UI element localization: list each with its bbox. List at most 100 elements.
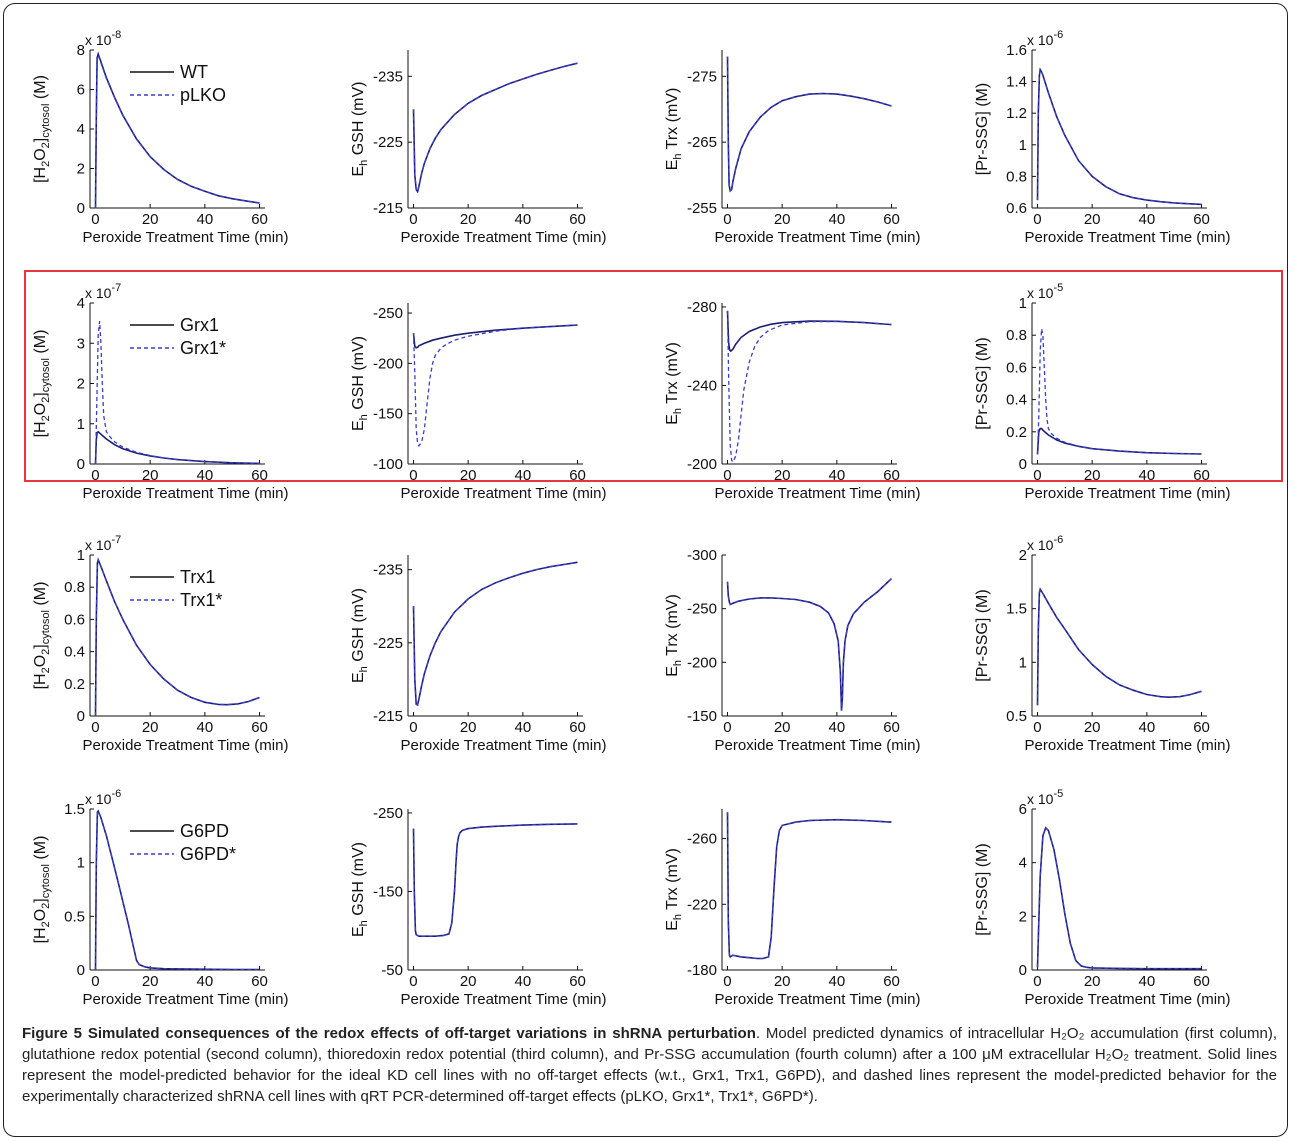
x-axis-label: Peroxide Treatment Time (min) bbox=[401, 485, 607, 502]
y-tick-label: 1 bbox=[77, 416, 85, 433]
x-axis-label: Peroxide Treatment Time (min) bbox=[715, 229, 921, 246]
y-axis-label: Eh Trx (mV) bbox=[664, 342, 684, 425]
legend-label: G6PD* bbox=[180, 844, 236, 864]
y-tick-label: 1 bbox=[77, 855, 85, 872]
x-tick-label: 20 bbox=[142, 211, 159, 228]
y-axis-label: [H2O2]cytosol (M) bbox=[32, 75, 52, 183]
figure-caption: Figure 5 Simulated consequences of the r… bbox=[22, 1023, 1277, 1107]
axis-exponent: x 10-6 bbox=[1027, 534, 1063, 553]
y-axis-label-part: E bbox=[350, 420, 367, 431]
y-axis-label-part: GSH (mV) bbox=[350, 588, 367, 666]
y-tick-label: 8 bbox=[77, 42, 85, 59]
y-axis-label: Eh GSH (mV) bbox=[350, 842, 370, 937]
series-line-solid bbox=[412, 561, 578, 707]
x-tick-label: 0 bbox=[91, 467, 99, 484]
y-axis-label-part: O bbox=[32, 909, 49, 921]
x-tick-label: 0 bbox=[1033, 211, 1041, 228]
y-tick-label: -255 bbox=[687, 200, 717, 217]
x-tick-label: 20 bbox=[460, 719, 477, 736]
y-axis-label-part: 2 bbox=[40, 142, 52, 148]
x-tick-label: 0 bbox=[1033, 467, 1041, 484]
y-axis-label-part: [Pr-SSG] (M) bbox=[974, 843, 991, 935]
y-tick-label: -250 bbox=[373, 805, 403, 822]
series-line-dashed bbox=[412, 324, 578, 448]
y-axis-label: Eh Trx (mV) bbox=[664, 594, 684, 677]
y-tick-label: 1.6 bbox=[1006, 42, 1027, 59]
series-line-solid bbox=[94, 51, 260, 208]
y-axis-label-part: GSH (mV) bbox=[350, 336, 367, 414]
x-tick-label: 40 bbox=[515, 467, 532, 484]
x-tick-label: 40 bbox=[1139, 211, 1156, 228]
series-line-dashed bbox=[726, 578, 892, 711]
legend-label: Trx1 bbox=[180, 567, 215, 587]
y-axis-label-part: 2 bbox=[40, 649, 52, 655]
chart-panel: 0 20 40 60 0 2 4 6 8x 10-8 Peroxide Treatment Tim… bbox=[32, 29, 288, 246]
axis-exponent: x 10-8 bbox=[85, 29, 121, 48]
x-axis-label: Peroxide Treatment Time (min) bbox=[401, 229, 607, 246]
y-axis-label-part: [H bbox=[32, 167, 49, 183]
y-axis-label-part: cytosol bbox=[40, 864, 52, 898]
x-axis-label: Peroxide Treatment Time (min) bbox=[715, 737, 921, 754]
x-tick-label: 60 bbox=[251, 719, 268, 736]
y-axis-label-part: ] bbox=[32, 898, 49, 902]
y-tick-label: 0.8 bbox=[1006, 168, 1027, 185]
exponent-base: x 10 bbox=[85, 285, 112, 301]
y-axis-label-part: E bbox=[664, 414, 681, 425]
series-line-dashed bbox=[412, 823, 578, 937]
x-tick-label: 60 bbox=[883, 719, 900, 736]
exponent-power: -7 bbox=[111, 534, 121, 546]
y-axis-label-part: GSH (mV) bbox=[350, 81, 367, 159]
highlighted-row-box bbox=[24, 270, 1283, 482]
y-axis-label: Eh GSH (mV) bbox=[350, 81, 370, 176]
axis-exponent: x 10-7 bbox=[85, 534, 121, 553]
y-axis-label: Eh Trx (mV) bbox=[664, 88, 684, 171]
y-tick-label: -180 bbox=[687, 962, 717, 979]
x-axis-label: Peroxide Treatment Time (min) bbox=[715, 991, 921, 1008]
exponent-base: x 10 bbox=[85, 32, 112, 48]
chart-panel: 0 20 40 60 -260 -220 -180 Peroxide Treatment Ti… bbox=[664, 809, 920, 1008]
y-axis-label-part: [Pr-SSG] (M) bbox=[974, 337, 991, 429]
y-axis-label: Eh Trx (mV) bbox=[664, 848, 684, 931]
series-line-dashed bbox=[1036, 826, 1202, 970]
y-axis-label-part: h bbox=[358, 414, 370, 420]
y-axis-label-part: [Pr-SSG] (M) bbox=[974, 589, 991, 681]
x-tick-label: 40 bbox=[515, 973, 532, 990]
chart-panel: 0 20 40 60 -275 -265 -255 Peroxide Treatment Ti… bbox=[664, 50, 920, 246]
series-line-dashed bbox=[94, 52, 260, 208]
y-axis-label-part: h bbox=[672, 914, 684, 920]
y-tick-label: 0 bbox=[1019, 962, 1027, 979]
x-axis-label: Peroxide Treatment Time (min) bbox=[83, 737, 289, 754]
x-tick-label: 40 bbox=[829, 719, 846, 736]
x-tick-label: 0 bbox=[1033, 973, 1041, 990]
x-axis-label: Peroxide Treatment Time (min) bbox=[1025, 991, 1231, 1008]
exponent-base: x 10 bbox=[1027, 537, 1054, 553]
y-axis-label-part: cytosol bbox=[40, 104, 52, 138]
axis-exponent: x 10-7 bbox=[85, 282, 121, 301]
y-tick-label: 1.4 bbox=[1006, 74, 1027, 91]
exponent-base: x 10 bbox=[1027, 32, 1054, 48]
y-tick-label: -300 bbox=[687, 547, 717, 564]
y-axis-label-part: E bbox=[350, 926, 367, 937]
x-tick-label: 40 bbox=[1139, 973, 1156, 990]
y-axis-label-part: [H bbox=[32, 421, 49, 437]
y-axis-label-part: 2 bbox=[40, 667, 52, 673]
x-tick-label: 0 bbox=[409, 467, 417, 484]
y-axis-label: [H2O2]cytosol (M) bbox=[32, 582, 52, 690]
series-line-solid bbox=[412, 324, 578, 349]
y-axis-label-part: h bbox=[672, 408, 684, 414]
series-line-solid bbox=[726, 310, 892, 353]
x-tick-label: 0 bbox=[723, 719, 731, 736]
y-axis-label-part: (M) bbox=[32, 582, 49, 610]
y-tick-label: 1.5 bbox=[1006, 601, 1027, 618]
exponent-power: -8 bbox=[111, 29, 121, 41]
chart-panel: 0 20 40 60 -250 -200 -150 -100 Peroxide Treatmen… bbox=[350, 303, 606, 502]
y-tick-label: 1.2 bbox=[1006, 105, 1027, 122]
x-tick-label: 40 bbox=[197, 211, 214, 228]
x-tick-label: 60 bbox=[1193, 467, 1210, 484]
y-tick-label: 0.6 bbox=[64, 611, 85, 628]
y-axis-label: [Pr-SSG] (M) bbox=[974, 589, 991, 681]
y-axis-label-part: 2 bbox=[40, 921, 52, 927]
y-tick-label: 2 bbox=[77, 376, 85, 393]
x-axis-label: Peroxide Treatment Time (min) bbox=[401, 991, 607, 1008]
y-tick-label: 0.6 bbox=[1006, 200, 1027, 217]
